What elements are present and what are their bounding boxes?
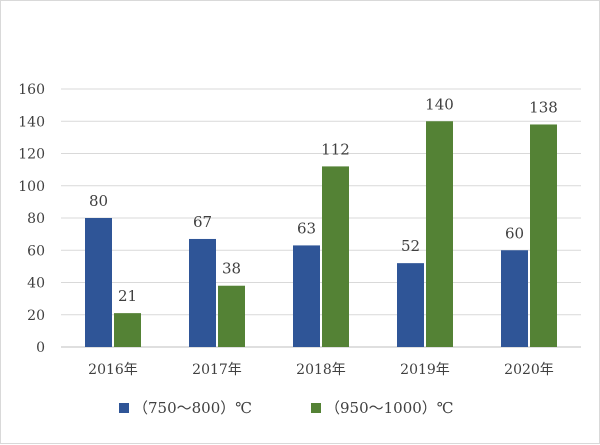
y-tick-label: 60: [27, 243, 45, 259]
x-tick-label: 2018年: [296, 362, 346, 378]
legend-label: （750～800）℃: [133, 399, 252, 417]
bar: [114, 313, 141, 347]
x-tick-label: 2020年: [504, 362, 554, 378]
bar: [322, 166, 349, 347]
bar: [397, 263, 424, 347]
x-tick-label: 2019年: [400, 362, 450, 378]
y-axis-ticks: 0 20 40 60 80 100 120 140 160: [18, 82, 45, 356]
y-tick-label: 160: [18, 82, 45, 98]
data-label: 21: [118, 287, 137, 305]
data-label: 60: [505, 224, 524, 242]
bar: [218, 285, 245, 347]
legend-swatch: [311, 403, 321, 413]
y-tick-label: 0: [36, 340, 45, 356]
data-label: 140: [425, 95, 454, 113]
data-label: 112: [321, 140, 350, 158]
bar: [530, 124, 557, 347]
y-tick-label: 140: [18, 114, 45, 130]
data-label: 138: [529, 98, 558, 116]
x-tick-label: 2017年: [192, 362, 242, 378]
legend-label: （950～1000）℃: [325, 399, 454, 417]
bar: [501, 250, 528, 347]
y-tick-label: 120: [18, 147, 45, 163]
data-label: 63: [297, 219, 316, 237]
y-tick-label: 20: [27, 308, 45, 324]
y-tick-label: 100: [18, 179, 45, 195]
legend: （750～800）℃ （950～1000）℃: [119, 399, 454, 417]
bars: [85, 121, 557, 347]
x-axis-ticks: 2016年 2017年 2018年 2019年 2020年: [88, 362, 554, 378]
data-label: 38: [222, 260, 241, 278]
bar: [426, 121, 453, 347]
y-tick-label: 40: [27, 276, 45, 292]
y-tick-label: 80: [27, 211, 45, 227]
bar: [85, 218, 112, 347]
data-label: 67: [193, 213, 212, 231]
data-label: 80: [89, 192, 108, 210]
data-label: 52: [401, 237, 420, 255]
bar: [293, 245, 320, 347]
gridlines: [61, 88, 581, 348]
x-tick-label: 2016年: [88, 362, 138, 378]
legend-swatch: [119, 403, 129, 413]
data-labels: 80 21 67 38 63 112 52 140 60 138: [89, 95, 558, 305]
bar: [189, 238, 216, 347]
